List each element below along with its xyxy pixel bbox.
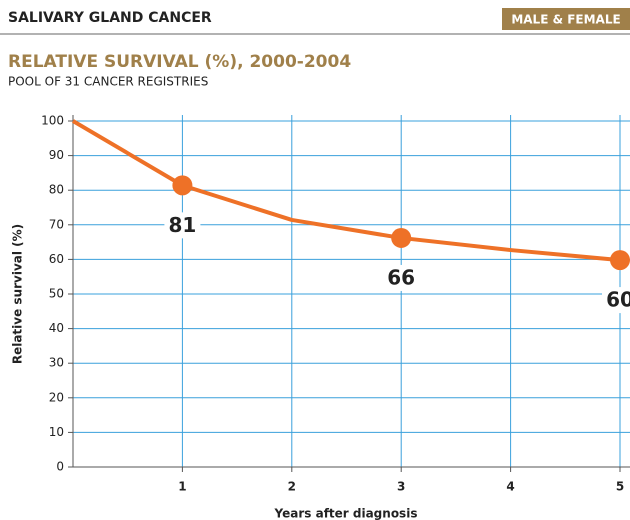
value-label: 66	[387, 265, 415, 289]
label-bg	[602, 287, 630, 314]
value-label: 60	[606, 288, 630, 312]
x-tick-label: 5	[616, 480, 624, 494]
label-bg	[383, 264, 420, 291]
badge: MALE & FEMALE	[511, 13, 620, 27]
chart-subtitle: POOL OF 31 CANCER REGISTRIES	[8, 75, 208, 89]
y-tick-label: 20	[49, 390, 64, 404]
y-tick-label: 30	[49, 356, 64, 370]
value-label: 81	[168, 213, 196, 237]
y-tick-label: 10	[49, 425, 64, 439]
line	[71, 119, 621, 263]
y-tick-label: 0	[56, 460, 64, 474]
x-tick-label: 3	[397, 480, 405, 494]
x-tick-label: 2	[288, 480, 296, 494]
x-tick-label: 1	[178, 480, 186, 494]
chart-title: RELATIVE SURVIVAL (%), 2000-2004	[8, 52, 351, 72]
x-tick-label: 4	[506, 480, 514, 494]
y-tick-label: 70	[49, 217, 64, 231]
marker	[610, 250, 630, 271]
y-tick-label: 100	[41, 114, 64, 128]
marker	[172, 175, 193, 196]
label-bg	[164, 212, 201, 239]
marker	[391, 227, 412, 248]
y-tick-label: 60	[49, 252, 64, 266]
x-axis-label: Years after diagnosis	[274, 507, 418, 520]
y-tick-label: 50	[49, 287, 64, 301]
y-tick-label: 90	[49, 148, 64, 162]
y-tick-label: 80	[49, 183, 64, 197]
y-tick-label: 40	[49, 321, 64, 335]
page-header: SALIVARY GLAND CANCER	[8, 10, 212, 26]
y-axis-label: Relative survival (%)	[11, 224, 25, 364]
badge-bg	[502, 8, 630, 30]
